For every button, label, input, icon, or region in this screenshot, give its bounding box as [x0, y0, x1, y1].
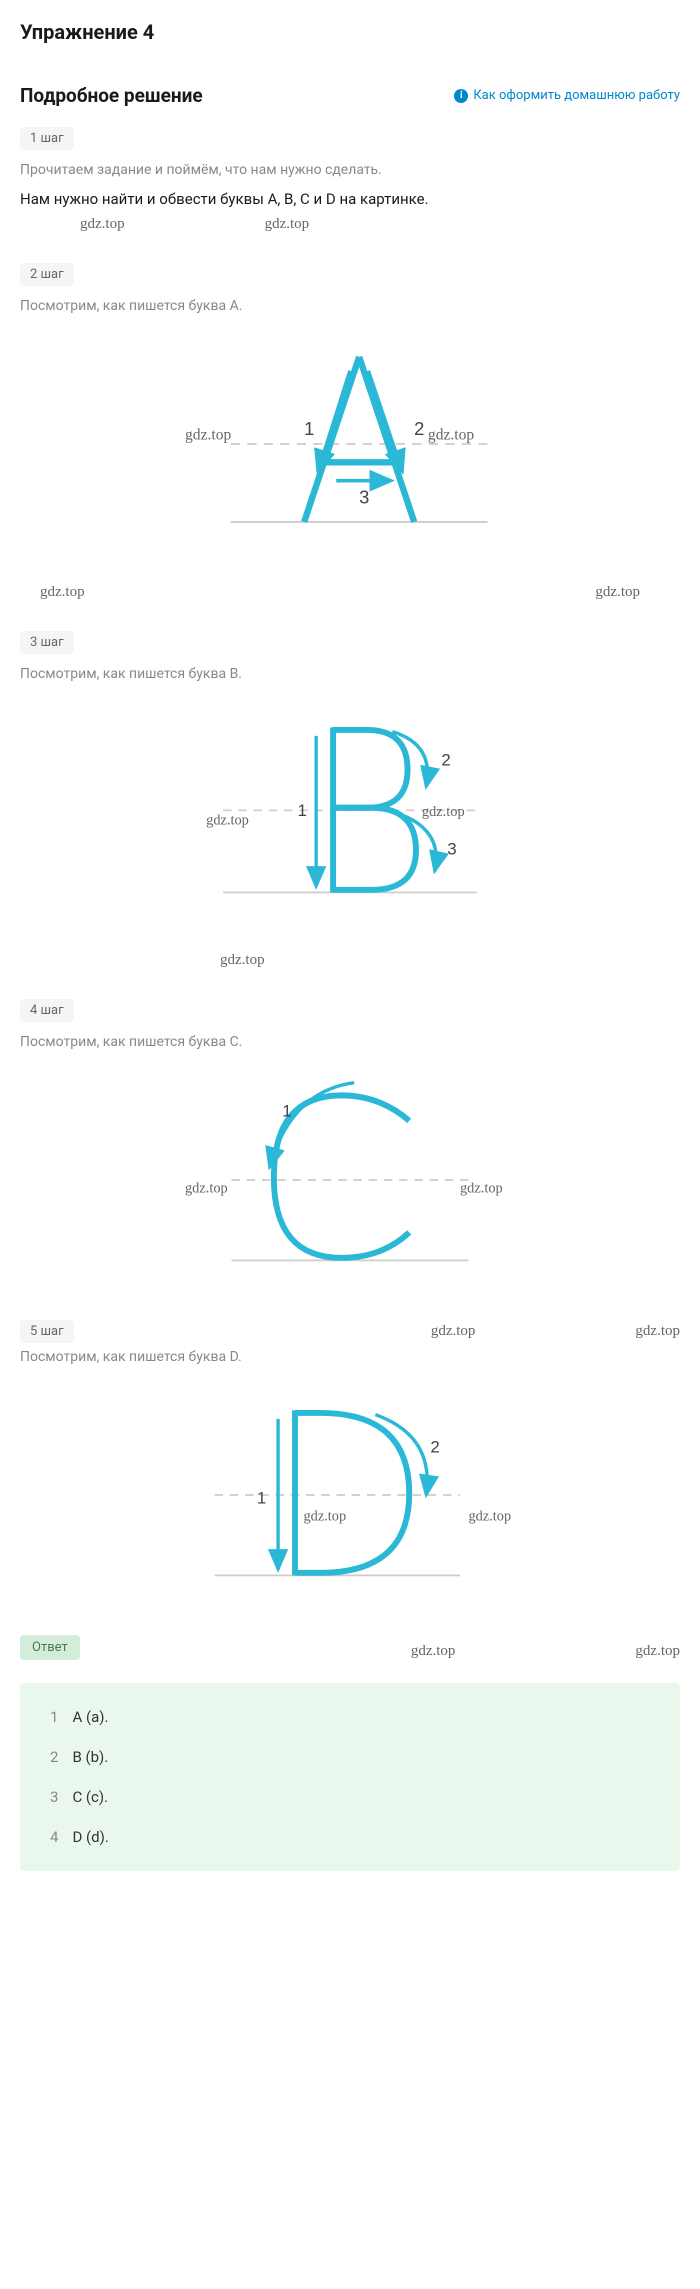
answer-item: 1A (a).	[50, 1708, 650, 1726]
letter-d-diagram: 1 2 gdz.top gdz.top	[20, 1385, 680, 1605]
letter-c-diagram: 1 gdz.top gdz.top	[20, 1070, 680, 1290]
homework-link-text: Как оформить домашнюю работу	[473, 88, 680, 103]
watermark: gdz.top	[431, 1323, 476, 1340]
solution-title: Подробное решение	[20, 84, 203, 107]
step-text: Посмотрим, как пишется буква D.	[20, 1349, 680, 1365]
svg-text:1: 1	[298, 801, 307, 820]
watermark: gdz.topgdz.top	[20, 584, 680, 601]
svg-text:1: 1	[304, 418, 314, 439]
answer-item: 4D (d).	[50, 1828, 650, 1846]
answer-badge: Ответ	[20, 1635, 80, 1660]
exercise-title: Упражнение 4	[20, 20, 680, 44]
info-icon: i	[454, 89, 468, 103]
svg-text:1: 1	[257, 1488, 266, 1507]
answer-item: 2B (b).	[50, 1748, 650, 1766]
letter-a-diagram: 1 2 3 gdz.top gdz.top	[20, 334, 680, 554]
svg-text:2: 2	[441, 750, 450, 769]
step-text: Посмотрим, как пишется буква A.	[20, 298, 680, 314]
svg-text:gdz.top: gdz.top	[422, 804, 465, 820]
task-text: Нам нужно найти и обвести буквы A, B, C …	[20, 190, 680, 208]
step-4: 4 шаг Посмотрим, как пишется буква C. 1 …	[20, 999, 680, 1290]
homework-format-link[interactable]: i Как оформить домашнюю работу	[454, 88, 680, 103]
watermark: gdz.top	[635, 1643, 680, 1660]
svg-text:gdz.top: gdz.top	[303, 1508, 346, 1524]
svg-text:gdz.top: gdz.top	[460, 1181, 503, 1197]
watermark: gdz.top	[411, 1643, 456, 1660]
step-2: 2 шаг Посмотрим, как пишется буква A. 1 …	[20, 263, 680, 601]
svg-text:2: 2	[414, 418, 424, 439]
step-text: Посмотрим, как пишется буква C.	[20, 1034, 680, 1050]
step-3: 3 шаг Посмотрим, как пишется буква B. 1 …	[20, 631, 680, 969]
svg-text:gdz.top: gdz.top	[468, 1508, 511, 1524]
svg-text:3: 3	[447, 839, 456, 858]
letter-b-diagram: 1 2 3 gdz.top gdz.top	[20, 702, 680, 922]
solution-header: Подробное решение i Как оформить домашню…	[20, 84, 680, 107]
answer-section: Ответ gdz.top gdz.top 1A (a). 2B (b). 3C…	[20, 1635, 680, 1871]
watermark: gdz.top	[220, 952, 680, 969]
answer-box: 1A (a). 2B (b). 3C (c). 4D (d).	[20, 1683, 680, 1871]
step-badge: 3 шаг	[20, 631, 74, 654]
watermark: gdz.top	[635, 1323, 680, 1340]
step-text: Прочитаем задание и поймём, что нам нужн…	[20, 162, 680, 178]
svg-text:gdz.top: gdz.top	[428, 426, 475, 443]
svg-text:2: 2	[430, 1438, 439, 1457]
step-badge: 5 шаг	[20, 1320, 74, 1343]
watermark: gdz.topgdz.top	[80, 216, 680, 233]
step-badge: 1 шаг	[20, 127, 74, 150]
step-badge: 4 шаг	[20, 999, 74, 1022]
step-5: 5 шаг gdz.top gdz.top Посмотрим, как пиш…	[20, 1320, 680, 1605]
svg-text:gdz.top: gdz.top	[185, 426, 232, 443]
answer-item: 3C (c).	[50, 1788, 650, 1806]
step-badge: 2 шаг	[20, 263, 74, 286]
svg-text:1: 1	[282, 1102, 291, 1121]
svg-text:gdz.top: gdz.top	[206, 813, 249, 829]
step-1: 1 шаг Прочитаем задание и поймём, что на…	[20, 127, 680, 233]
svg-text:3: 3	[359, 487, 369, 508]
svg-text:gdz.top: gdz.top	[185, 1181, 228, 1197]
step-text: Посмотрим, как пишется буква B.	[20, 666, 680, 682]
